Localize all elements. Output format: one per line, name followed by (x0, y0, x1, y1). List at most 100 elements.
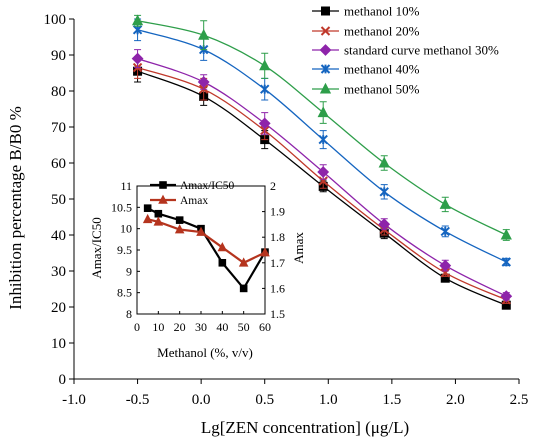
inset-legend-marker (158, 194, 168, 204)
inset-x-tick-label: 20 (174, 320, 186, 334)
inset-y-right-tick-label: 1.8 (270, 230, 285, 244)
y-tick-label: 100 (44, 12, 67, 28)
y-tick-label: 80 (51, 84, 66, 100)
inset-series-1 (142, 213, 270, 267)
data-point (260, 84, 270, 94)
data-point (440, 268, 450, 278)
y-tick-label: 20 (51, 300, 66, 316)
data-point (258, 117, 271, 130)
inset-x-axis-label: Methanol (%, v/v) (157, 345, 253, 360)
series-line (137, 57, 507, 297)
inset-data-point (153, 216, 164, 226)
inset-data-point (260, 247, 270, 257)
inset-series-0 (143, 204, 269, 293)
y-tick-label: 50 (51, 192, 66, 208)
inset-x-tick-label: 60 (259, 320, 271, 334)
x-tick-label: 2.5 (510, 392, 529, 408)
x-tick-label: 0.0 (192, 392, 211, 408)
inset-y-right-tick-label: 1.7 (270, 256, 285, 270)
data-point (501, 257, 511, 267)
inset-chart: 0 10 20 30 40 50 60 8 8.5 9 9.5 10 10.5 11 1.5 1.6 1.7 1.… (111, 179, 285, 334)
x-tick-label: 1.5 (382, 392, 401, 408)
legend-marker (319, 82, 332, 94)
x-tick-label: 1.0 (319, 392, 338, 408)
legend-label: methanol 20% (344, 24, 420, 39)
inset-data-point (174, 224, 185, 234)
legend-item-2: standard curve methanol 30% (312, 43, 499, 58)
legend-marker (320, 64, 331, 74)
inset-y-tick-label: 8.5 (117, 286, 132, 300)
data-point (317, 106, 329, 118)
data-point (379, 187, 389, 197)
x-tick-label: -1.0 (62, 392, 86, 408)
data-point (378, 218, 391, 231)
x-tick-label: -0.5 (126, 392, 150, 408)
data-point (259, 59, 271, 71)
x-tick-label: 0.5 (255, 392, 274, 408)
main-axes: -1.0 -0.5 0.0 0.5 1.0 1.5 2.0 2.501020304050607… (44, 12, 529, 408)
data-point (198, 28, 210, 40)
data-point (197, 76, 210, 88)
inset-data-point (218, 259, 227, 267)
legend-item-0: methanol 10% (312, 4, 420, 19)
inset-y-axis-label-right: Amax (291, 232, 306, 264)
series-4 (131, 14, 512, 241)
data-point (132, 25, 143, 35)
inset-legend-label: Amax/IC50 (180, 180, 235, 192)
data-point (378, 156, 390, 168)
inset-y-tick-label: 8 (126, 307, 132, 321)
inset-x-tick-label: 40 (216, 320, 228, 334)
data-point (317, 166, 330, 178)
legend-marker (320, 26, 331, 36)
y-tick-label: 60 (51, 156, 66, 172)
inset-y-right-tick-label: 2 (270, 179, 276, 193)
data-point (131, 52, 144, 65)
inset-data-point (238, 257, 249, 267)
main-legend: methanol 10% methanol 20% standard curve m… (312, 4, 499, 97)
inset-x-tick-label: 50 (238, 320, 250, 334)
legend-label: methanol 10% (344, 4, 420, 19)
inset-y-right-tick-label: 1.5 (270, 307, 285, 321)
inset-data-point (175, 216, 184, 224)
inset-y-axis-label-left: Amax/IC50 (89, 217, 104, 278)
inset-legend-item-1: Amax (150, 194, 208, 207)
x-axis-label: Lg[ZEN concentration] (μg/L) (201, 418, 409, 437)
data-point (440, 226, 450, 237)
inset-y-right-tick-label: 1.6 (270, 281, 285, 295)
legend-item-4: methanol 50% (312, 82, 420, 97)
legend-marker (321, 6, 330, 16)
inset-data-point (217, 242, 228, 252)
legend-label: methanol 40% (344, 62, 420, 77)
y-tick-label: 0 (59, 372, 67, 388)
inset-y-tick-label: 10.5 (111, 200, 132, 214)
data-point (318, 134, 328, 145)
inset-x-tick-label: 0 (134, 320, 140, 334)
inset-data-point (154, 209, 163, 218)
legend-marker (319, 44, 332, 56)
inset-y-tick-label: 9 (126, 264, 132, 278)
data-point (131, 14, 144, 26)
inset-series-line (147, 218, 266, 265)
inset-data-point (196, 226, 206, 236)
y-tick-label: 40 (51, 228, 66, 244)
data-point (439, 259, 452, 272)
y-axis-label: Inhibition percentage B/B0 % (6, 106, 25, 309)
legend-item-1: methanol 20% (312, 24, 420, 39)
y-tick-label: 10 (51, 336, 66, 352)
inset-y-tick-label: 10 (120, 222, 132, 236)
series-2 (131, 49, 513, 303)
y-tick-label: 90 (51, 48, 66, 64)
data-point (500, 228, 512, 240)
inset-x-tick-label: 10 (152, 320, 164, 334)
inset-legend-label: Amax (180, 195, 208, 207)
data-point (318, 176, 328, 186)
y-tick-label: 30 (51, 264, 66, 280)
legend-item-3: methanol 40% (312, 62, 420, 77)
legend-label: methanol 50% (344, 82, 420, 97)
inset-data-point (143, 204, 152, 212)
legend-label: standard curve methanol 30% (344, 43, 499, 58)
inset-x-tick-label: 30 (195, 320, 207, 334)
inset-data-point (239, 284, 248, 293)
data-point (500, 290, 513, 303)
